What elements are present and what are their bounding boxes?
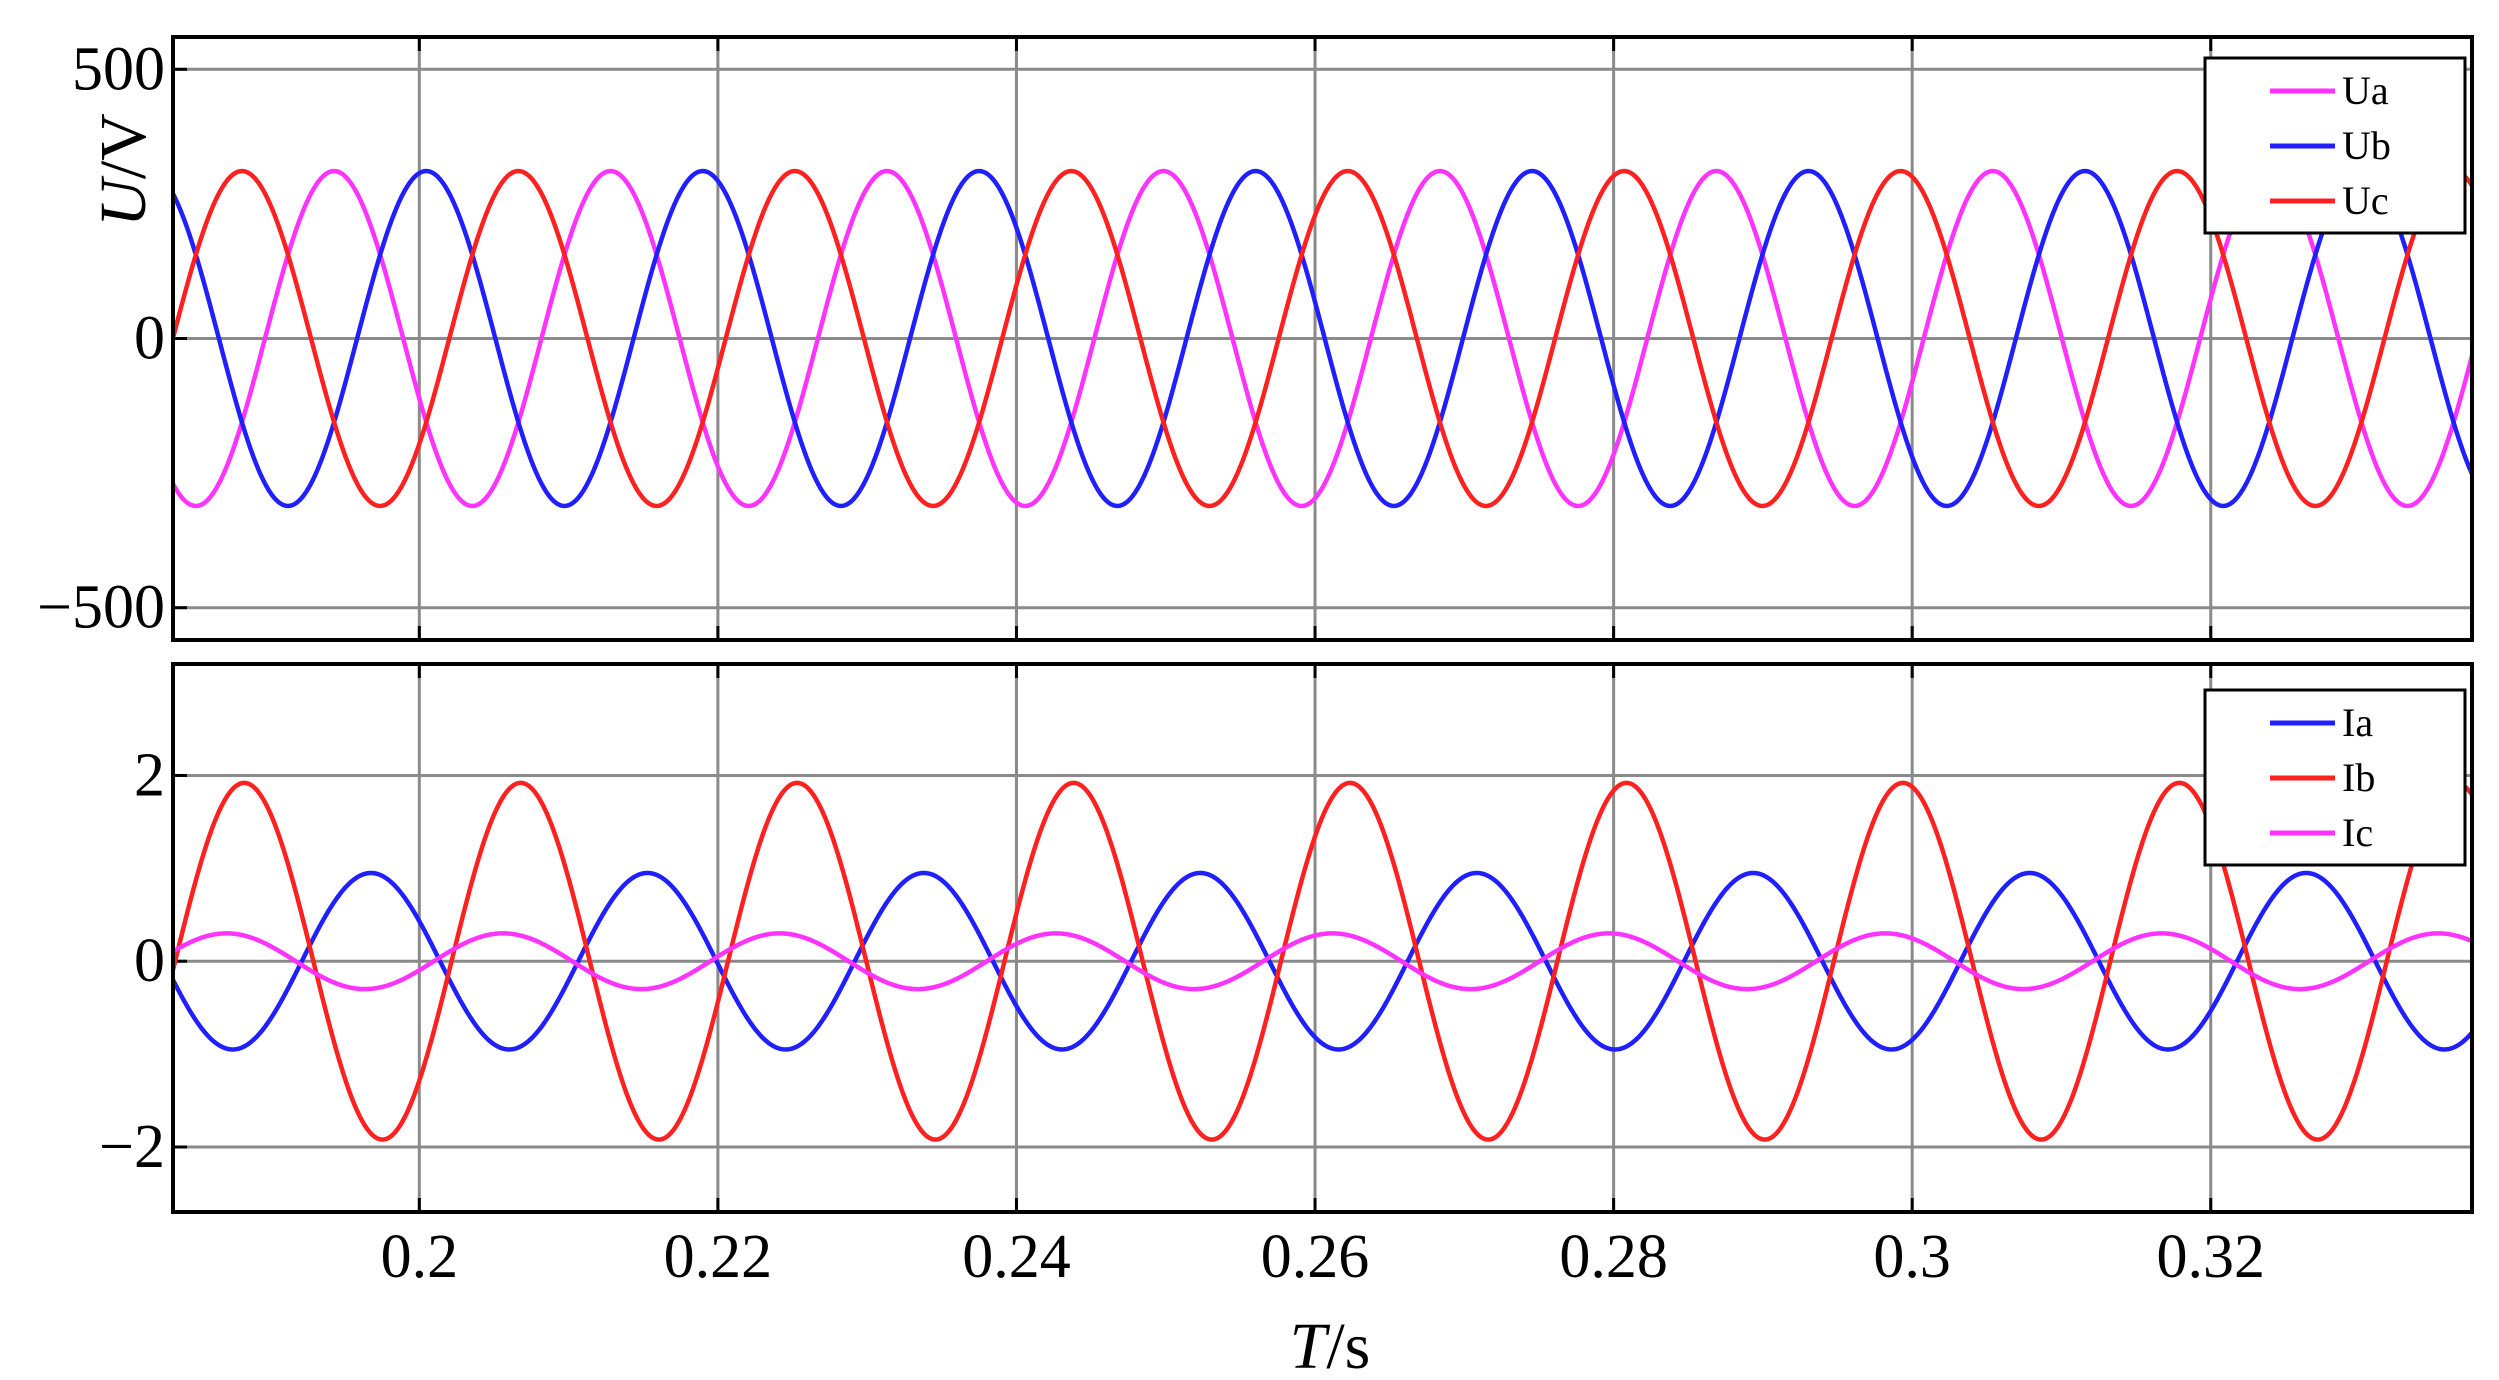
series-line-ub <box>173 168 2472 509</box>
legend-label-ia: Ia <box>2342 700 2373 745</box>
legend: Ua Ub Uc <box>2203 56 2467 235</box>
series-line-uc <box>173 168 2472 509</box>
x-axis-label: T/s <box>1290 1310 1371 1380</box>
x-tick-label: 0.22 <box>664 1223 773 1291</box>
plot-frame <box>171 35 2474 642</box>
y-tick-label: 500 <box>72 35 165 103</box>
y-axis-label: U/V <box>87 113 160 227</box>
y-tick-label: 0 <box>134 927 165 995</box>
current-panel: 2 0 −2 Ia Ib Ic <box>99 662 2474 1214</box>
voltage-panel: 500 0 −500 Ua Ub Uc <box>37 35 2474 642</box>
series-line-ic <box>173 931 2472 992</box>
legend-label-ua: Ua <box>2342 68 2389 113</box>
x-axis: 0.2 0.22 0.24 0.26 0.28 0.3 0.32 <box>381 1223 2265 1291</box>
legend: Ia Ib Ic <box>2203 688 2467 867</box>
legend-label-ub: Ub <box>2342 123 2391 168</box>
x-tick-label: 0.24 <box>962 1223 1071 1291</box>
series-group <box>173 168 2472 509</box>
y-tick-label: −2 <box>99 1113 165 1181</box>
y-tick-label: 2 <box>134 741 165 809</box>
series-line-ia <box>173 870 2472 1052</box>
y-tick-label: −500 <box>37 574 165 642</box>
series-line-ua <box>173 168 2472 509</box>
y-tick-label: 0 <box>134 305 165 373</box>
legend-label-ib: Ib <box>2342 755 2375 800</box>
plot-frame <box>171 662 2474 1214</box>
legend-label-uc: Uc <box>2342 178 2389 223</box>
x-tick-label: 0.2 <box>381 1223 459 1291</box>
x-tick-label: 0.32 <box>2157 1223 2266 1291</box>
legend-label-ic: Ic <box>2342 810 2373 855</box>
x-tick-label: 0.28 <box>1559 1223 1668 1291</box>
x-tick-label: 0.3 <box>1873 1223 1951 1291</box>
plot-area <box>173 664 2472 1212</box>
x-tick-label: 0.26 <box>1261 1223 1370 1291</box>
series-group <box>173 780 2472 1142</box>
series-line-ib <box>173 780 2472 1142</box>
